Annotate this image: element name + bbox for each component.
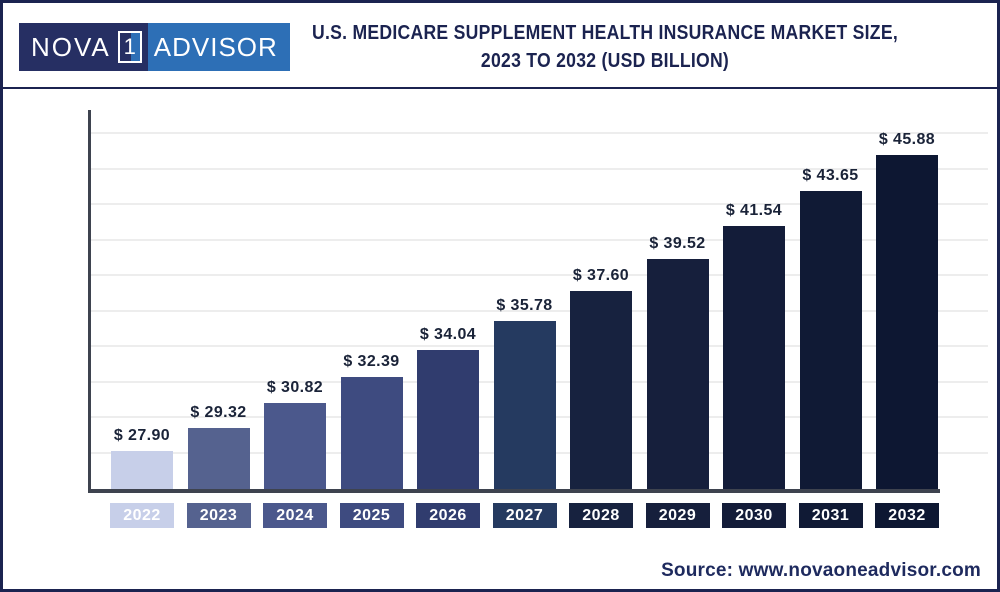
x-tick-2025: 2025	[339, 503, 404, 528]
bar-2031	[799, 191, 862, 489]
value-label-2027: $ 35.78	[496, 297, 553, 314]
bar-2024	[264, 403, 326, 489]
gridline	[88, 274, 988, 276]
value-label-2022: $ 27.90	[113, 427, 171, 444]
bar-2029	[646, 259, 709, 489]
chart-title-line-1: U.S. MEDICARE SUPPLEMENT HEALTH INSURANC…	[312, 22, 898, 44]
x-tick-2032: 2032	[875, 503, 939, 528]
bar-2023	[187, 428, 250, 489]
bar-group-2032: $ 45.88	[876, 113, 938, 489]
bar-group-2029: $ 39.52	[646, 113, 709, 489]
bar-group-2027: $ 35.78	[493, 113, 556, 489]
chart-title: U.S. MEDICARE SUPPLEMENT HEALTH INSURANC…	[273, 19, 937, 75]
x-tick-2026: 2026	[416, 503, 480, 528]
source-text: Source: www.novaoneadvisor.com	[661, 560, 981, 581]
gridline	[88, 167, 988, 170]
bar-2028	[570, 291, 632, 489]
plot-area: $ 27.90 $ 29.32 $ 30.82 $ 32.39 $ 34.04 $ 35.…	[88, 113, 988, 489]
x-axis	[88, 489, 940, 493]
bar-group-2031: $ 43.65	[799, 113, 862, 489]
x-tick-2023: 2023	[186, 503, 251, 528]
logo-nova-text: NOVA	[31, 31, 111, 62]
gridline	[88, 132, 988, 134]
value-label-2032: $ 45.88	[878, 131, 936, 148]
bar-2025	[340, 377, 403, 489]
value-label-2023: $ 29.32	[190, 404, 247, 421]
bar-group-2024: $ 30.82	[264, 113, 326, 489]
x-axis-labels: 2022 2023 2024 2025 2026 2027 2028 2029 2030 2031…	[3, 503, 997, 528]
logo-advisor-text: ADVISOR	[147, 23, 290, 71]
bar-group-2025: $ 32.39	[340, 113, 403, 489]
value-label-2028: $ 37.60	[572, 267, 630, 284]
bar-group-2022: $ 27.90	[111, 113, 173, 489]
bar-2022	[111, 451, 173, 489]
y-axis	[88, 110, 91, 493]
bar-group-2030: $ 41.54	[723, 113, 785, 489]
value-label-2026: $ 34.04	[419, 326, 477, 343]
bar-group-2023: $ 29.32	[187, 113, 250, 489]
value-label-2025: $ 32.39	[343, 353, 400, 370]
bar-2026	[417, 350, 479, 489]
x-tick-2030: 2030	[722, 503, 786, 528]
x-tick-2029: 2029	[645, 503, 710, 528]
logo-one-icon: 1	[117, 31, 142, 63]
header-divider	[3, 87, 997, 89]
bar-2027	[493, 321, 556, 489]
chart-title-line-2: 2023 TO 2032 (USD BILLION)	[480, 50, 730, 72]
x-tick-2028: 2028	[569, 503, 633, 528]
value-label-2031: $ 43.65	[802, 167, 859, 184]
x-tick-2031: 2031	[798, 503, 863, 528]
brand-logo: NOVA 1 ADVISOR	[19, 23, 290, 71]
gridline	[88, 309, 988, 312]
logo-nova-segment: NOVA 1	[19, 23, 148, 71]
bar-group-2028: $ 37.60	[570, 113, 632, 489]
x-tick-2027: 2027	[492, 503, 557, 528]
x-tick-2024: 2024	[263, 503, 327, 528]
bar-group-2026: $ 34.04	[417, 113, 479, 489]
value-label-2029: $ 39.52	[649, 235, 706, 252]
value-label-2024: $ 30.82	[266, 379, 324, 396]
bar-2032	[876, 155, 938, 489]
gridline	[88, 238, 988, 241]
gridline	[88, 203, 988, 205]
x-tick-2022: 2022	[110, 503, 174, 528]
value-label-2030: $ 41.54	[725, 202, 783, 219]
bar-2030	[723, 226, 785, 489]
